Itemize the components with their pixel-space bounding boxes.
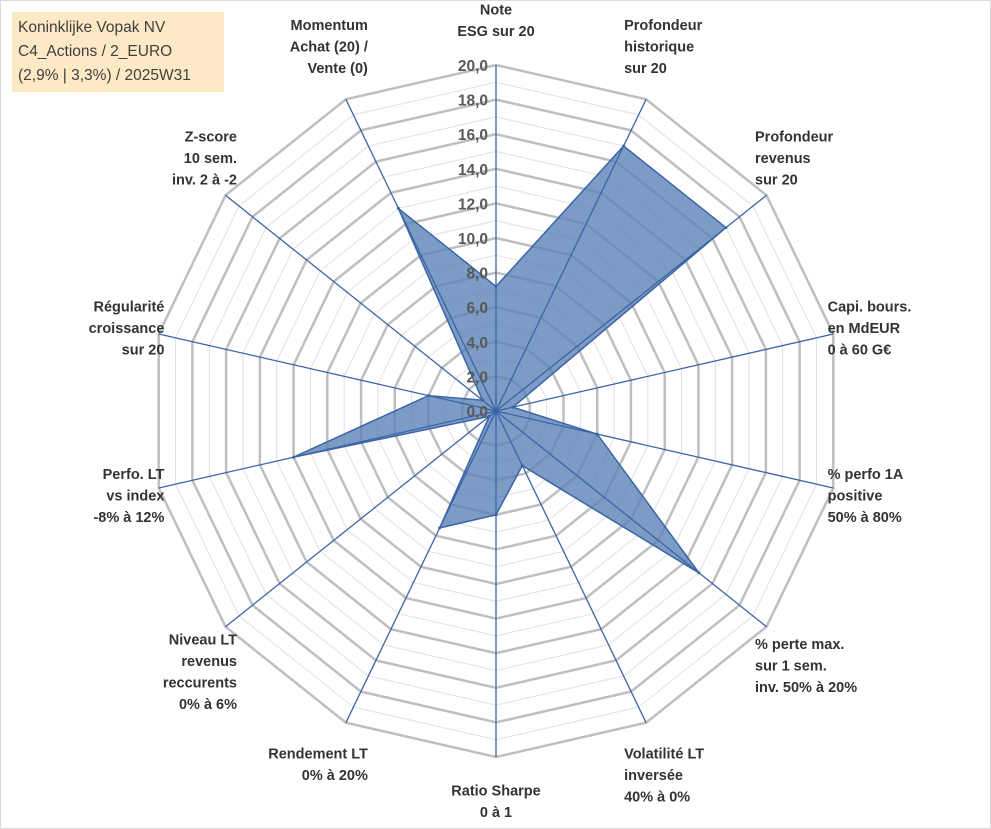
axis-label-line: vs index xyxy=(106,488,164,504)
axis-label-line: % perfo 1A xyxy=(828,467,904,483)
axis-label: % perfo 1A positive 50% à 80% xyxy=(828,467,904,526)
axis-spoke xyxy=(158,410,497,489)
data-point xyxy=(511,405,515,409)
axis-label-line: inv. 50% à 20% xyxy=(755,680,857,696)
tick-label: 12,0 xyxy=(458,196,488,213)
axis-spoke xyxy=(225,194,497,412)
axis-label-line: en MdEUR xyxy=(828,321,901,337)
axis-label-line: Profondeur xyxy=(624,18,702,34)
data-point xyxy=(481,398,484,402)
series-area xyxy=(293,144,728,574)
axis-label-line: reccurents xyxy=(163,676,237,692)
axis-spoke xyxy=(495,99,647,412)
info-box: Koninklijke Vopak NV C4_Actions / 2_EURO… xyxy=(12,12,224,92)
data-point xyxy=(697,571,701,575)
tick-label: 20,0 xyxy=(458,58,488,75)
data-point xyxy=(494,513,498,517)
tick-label: 10,0 xyxy=(458,231,488,248)
axis-label-line: Capi. bours. xyxy=(828,300,912,316)
axis-label-line: Niveau LT xyxy=(169,633,237,649)
axis-spoke xyxy=(495,410,834,489)
axis-label: Rendement LT 0% à 20% xyxy=(268,746,368,784)
axis-label-line: % perte max. xyxy=(755,637,844,653)
tick-label: 6,0 xyxy=(466,300,488,317)
axis-label-line: inv. 2 à -2 xyxy=(172,173,237,189)
axis-label-line: Volatilité LT xyxy=(624,746,704,762)
axis-label-line: 0% à 6% xyxy=(179,697,237,713)
axis-label-line: 0% à 20% xyxy=(302,768,368,784)
axis-label: Ratio Sharpe 0 à 1 xyxy=(451,784,540,822)
info-line-company: Koninklijke Vopak NV xyxy=(18,19,166,36)
axis-label: Perfo. LT vs index -8% à 12% xyxy=(93,467,164,526)
axis-label-line: inversée xyxy=(624,768,683,784)
tick-label: 18,0 xyxy=(458,93,488,110)
axis-spoke xyxy=(345,99,497,412)
tick-label: 14,0 xyxy=(458,162,488,179)
axis-label-line: historique xyxy=(624,40,694,56)
data-point xyxy=(595,432,599,436)
axis-label-line: Achat (20) / xyxy=(290,40,368,56)
axis-label: Note ESG sur 20 xyxy=(457,3,534,41)
axis-label: Profondeur revenus sur 20 xyxy=(755,130,833,189)
axis-label-line: croissance xyxy=(89,321,165,337)
axis-label: Niveau LT revenus reccurents 0% à 6% xyxy=(163,633,237,714)
axis-label-line: Vente (0) xyxy=(307,61,368,77)
axis-label-line: sur 1 sem. xyxy=(755,659,827,675)
data-point xyxy=(292,455,296,459)
axis-label-line: positive xyxy=(828,488,883,504)
axis-spoke xyxy=(495,194,767,412)
axis-label-line: Perfo. LT xyxy=(103,467,165,483)
tick-label: 0,0 xyxy=(466,404,488,421)
axis-label-line: 40% à 0% xyxy=(624,789,690,805)
axis-spoke xyxy=(495,333,834,412)
tick-label: 8,0 xyxy=(466,266,488,283)
axis-label-line: ESG sur 20 xyxy=(457,24,534,40)
axis-label-line: -8% à 12% xyxy=(93,510,164,526)
axis-spoke xyxy=(495,410,647,723)
axis-label: Momentum Achat (20) / Vente (0) xyxy=(290,18,368,77)
data-point xyxy=(427,394,430,398)
axis-label-line: 50% à 80% xyxy=(828,510,902,526)
axis-label-line: revenus xyxy=(181,654,237,670)
axis-label-line: Momentum xyxy=(291,18,368,34)
axis-label-line: sur 20 xyxy=(755,173,798,189)
data-point xyxy=(494,284,498,288)
axis-label-line: Z-score xyxy=(185,130,237,146)
axis-label-line: 0 à 60 G€ xyxy=(828,343,892,359)
info-line-week: (2,9% | 3,3%) / 2025W31 xyxy=(18,67,191,84)
tick-label: 16,0 xyxy=(458,127,488,144)
axis-label-line: Ratio Sharpe xyxy=(451,784,540,800)
axis-label: Capi. bours. en MdEUR 0 à 60 G€ xyxy=(828,300,912,359)
axis-label-line: sur 20 xyxy=(122,343,165,359)
axis-label: % perte max. sur 1 sem. inv. 50% à 20% xyxy=(755,637,857,696)
axis-label-line: Rendement LT xyxy=(268,746,368,762)
data-point xyxy=(622,144,626,148)
data-point xyxy=(438,526,442,530)
axis-spoke xyxy=(225,410,497,628)
axis-label-line: Profondeur xyxy=(755,130,833,146)
data-point xyxy=(724,226,728,230)
axis-label-line: sur 20 xyxy=(624,61,667,77)
axis-spoke xyxy=(158,333,497,412)
data-point xyxy=(520,464,524,468)
tick-label: 2,0 xyxy=(466,369,488,386)
axis-label-line: 0 à 1 xyxy=(480,805,512,821)
axis-label-line: 10 sem. xyxy=(184,151,237,167)
axis-spoke xyxy=(495,410,767,628)
axis-label-line: revenus xyxy=(755,151,811,167)
info-line-category: C4_Actions / 2_EURO xyxy=(18,43,173,60)
data-point xyxy=(396,206,400,210)
axis-label: Volatilité LT inversée 40% à 0% xyxy=(624,746,704,805)
axis-label: Profondeur historique sur 20 xyxy=(624,18,702,77)
axis-label-line: Note xyxy=(480,3,512,19)
tick-label: 4,0 xyxy=(466,335,488,352)
axis-label: Z-score 10 sem. inv. 2 à -2 xyxy=(172,130,237,189)
data-point xyxy=(487,414,491,418)
axis-label: Régularité croissance sur 20 xyxy=(89,300,165,359)
axis-spoke xyxy=(345,410,497,723)
axis-label-line: Régularité xyxy=(93,300,164,316)
